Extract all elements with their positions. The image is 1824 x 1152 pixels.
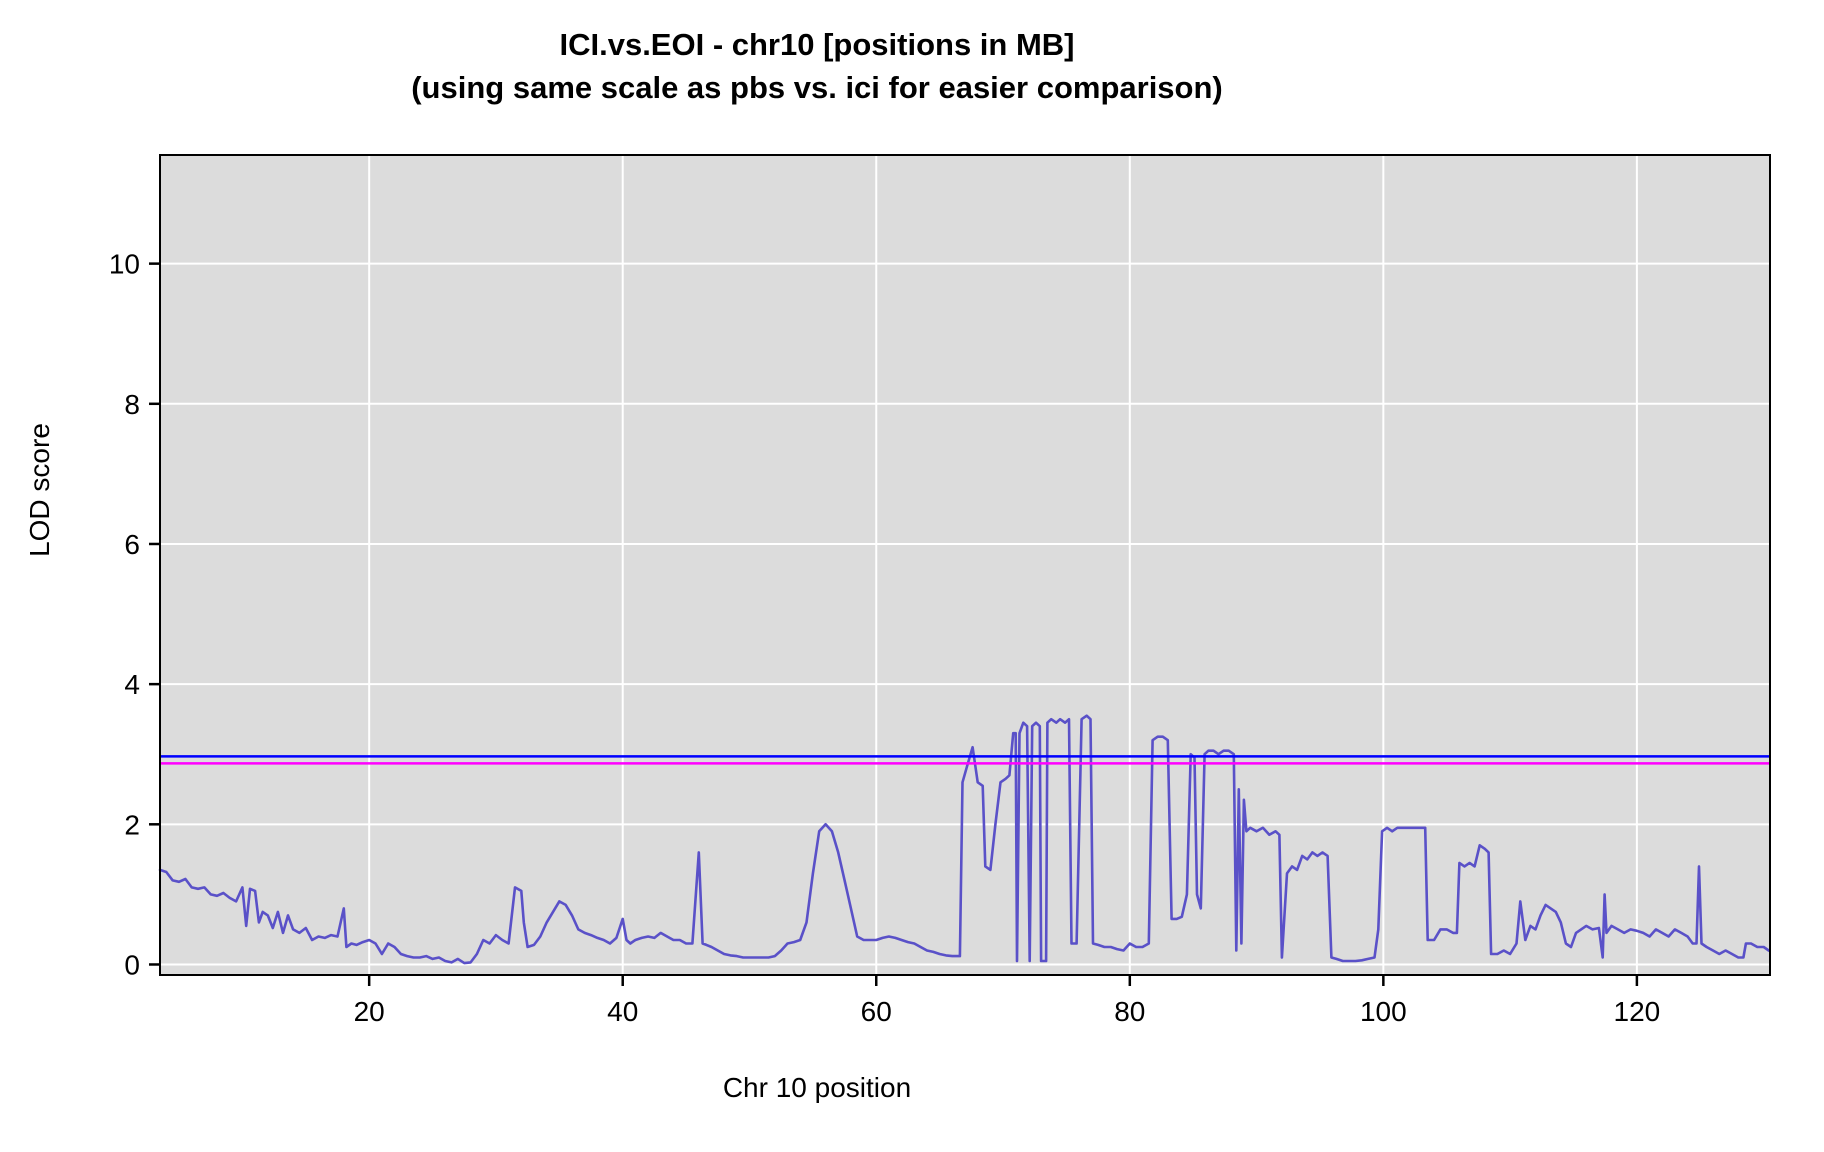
y-tick-label: 0 bbox=[124, 949, 140, 980]
x-tick-label: 40 bbox=[607, 996, 638, 1027]
chart-subtitle: (using same scale as pbs vs. ici for eas… bbox=[411, 69, 1223, 105]
y-tick-label: 10 bbox=[109, 249, 140, 280]
chart-titles: ICI.vs.EOI - chr10 [positions in MB] (us… bbox=[0, 24, 1634, 110]
y-tick-label: 8 bbox=[124, 389, 140, 420]
plot-panel bbox=[160, 155, 1770, 975]
x-tick-label: 60 bbox=[861, 996, 892, 1027]
chart-title: ICI.vs.EOI - chr10 [positions in MB] bbox=[559, 27, 1075, 62]
lod-series-line bbox=[158, 714, 1770, 965]
x-tick-label: 80 bbox=[1114, 996, 1145, 1027]
y-tick-label: 4 bbox=[124, 669, 140, 700]
x-tick-label: 100 bbox=[1360, 996, 1407, 1027]
x-tick-label: 120 bbox=[1614, 996, 1661, 1027]
y-tick-label: 2 bbox=[124, 809, 140, 840]
y-tick-label: 6 bbox=[124, 529, 140, 560]
x-axis-label: Chr 10 position bbox=[722, 1072, 912, 1103]
x-tick-label: 20 bbox=[354, 996, 385, 1027]
panel-border bbox=[159, 154, 1771, 976]
